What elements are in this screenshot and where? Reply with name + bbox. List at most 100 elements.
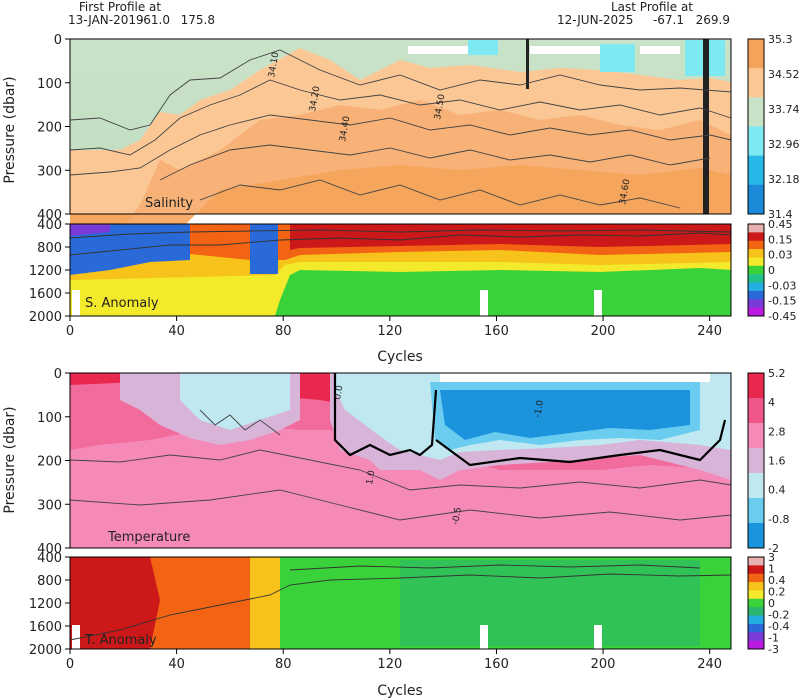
salinity-panel-label: Salinity (145, 196, 193, 211)
t-anomaly-colorbar: 310.40.20-0.2-0.4-1-3 (747, 551, 789, 656)
colorbar-label: -0.4 (768, 620, 789, 633)
colorbar-label: 31.4 (768, 208, 793, 221)
colorbar-label: 5.2 (768, 367, 786, 380)
colorbar-swatch (748, 290, 764, 300)
t-anomaly-panel-label: T. Anomaly (84, 633, 157, 648)
colorbar-swatch (748, 573, 764, 583)
colorbar-swatch (748, 282, 764, 292)
colorbar-label: -0.8 (768, 513, 789, 526)
y-tick-label: 400 (37, 542, 62, 557)
colorbar-swatch (748, 607, 764, 617)
temperature-coldest (440, 390, 690, 440)
y-tick-label: 800 (37, 574, 62, 589)
colorbar-swatch (748, 274, 764, 284)
y-tick-label: 400 (37, 218, 62, 233)
colorbar-swatch (748, 232, 764, 242)
salinity-gap-1 (408, 46, 468, 54)
colorbar-swatch (748, 184, 764, 215)
y-tick-label: 400 (37, 208, 62, 223)
last-profile-date: 12-JUN-2025 (557, 13, 633, 27)
temperature-y-axis-label: Pressure (dbar) (2, 406, 18, 513)
s-anomaly-y-axis: 400 800 1200 1600 2000 (29, 218, 70, 325)
salinity-contour-label: 34.20 (308, 85, 322, 112)
y-tick-label: 1600 (29, 287, 62, 302)
colorbar-swatch (748, 565, 764, 575)
colorbar-swatch (748, 373, 764, 399)
t-anomaly-gap-3 (594, 625, 602, 649)
x-tick-label: 0 (66, 657, 74, 672)
header-last-profile: Last Profile at 12-JUN-2025 -67.1 269.9 (557, 0, 730, 27)
colorbar-swatch (748, 39, 764, 69)
salinity-contour-label: 34.50 (433, 93, 447, 120)
colorbar-swatch (748, 155, 764, 186)
x-tick-label: 40 (168, 657, 185, 672)
colorbar-swatch (748, 590, 764, 600)
salinity-contour-labels: 34.10 34.50 34.60 34.40 34.20 (267, 51, 632, 205)
colorbar-label: 33.74 (768, 103, 800, 116)
first-profile-label: First Profile at (79, 0, 162, 14)
x-tick-label: 160 (484, 657, 509, 672)
salinity-contour-label: 34.60 (618, 178, 632, 205)
colorbar-swatch (748, 257, 764, 267)
s-anomaly-blue-patch (250, 224, 278, 274)
s-anomaly-purple (70, 224, 110, 236)
salinity-fresh-patch-1 (468, 40, 498, 55)
t-anomaly-y-axis: 400 800 1200 1600 2000 (29, 551, 70, 658)
colorbar-swatch (748, 640, 764, 650)
colorbar-swatch (748, 615, 764, 625)
colorbar-label: 0 (768, 597, 775, 610)
colorbar-swatch (748, 598, 764, 608)
t-anomaly-red (70, 557, 160, 649)
colorbar-label: 0.45 (768, 218, 793, 231)
temperature-y-axis: 0 100 200 300 400 (37, 367, 70, 557)
salinity-field-deepest (70, 165, 731, 300)
y-tick-label: 400 (37, 551, 62, 566)
s-anomaly-contours (69, 229, 732, 256)
colorbar-label: 2.8 (768, 425, 786, 438)
x-tick-label: 80 (275, 324, 292, 339)
temperature-contour-label: 1.0 (365, 469, 377, 485)
y-tick-label: 200 (37, 455, 62, 470)
t-anomaly-contours (69, 564, 732, 641)
salinity-panel: 34.10 34.50 34.60 34.40 34.20 Salinity 0… (2, 33, 800, 300)
colorbar-label: 34.52 (768, 68, 800, 81)
colorbar-label: 1 (768, 563, 775, 576)
s-anomaly-panel-label: S. Anomaly (85, 296, 159, 311)
temperature-panel: 0.0 1.0 -1.0 -0.5 Temperature 0 100 200 300… (2, 367, 789, 557)
colorbar-label: 35.3 (768, 33, 793, 46)
temperature-contour-labels: 0.0 1.0 -1.0 -0.5 (333, 384, 546, 525)
colorbar-swatch (748, 68, 764, 98)
last-profile-lon: 269.9 (696, 13, 730, 27)
x-tick-label: 80 (275, 657, 292, 672)
colorbar-label: 0.2 (768, 586, 786, 599)
colorbar-swatch (748, 632, 764, 642)
y-tick-label: 100 (37, 411, 62, 426)
colorbar-label: 0 (768, 264, 775, 277)
temperature-cool-patch-2 (180, 373, 290, 430)
colorbar-label: 4 (768, 396, 775, 409)
colorbar-frame (747, 223, 765, 317)
colorbar-label: 0.03 (768, 249, 793, 262)
x-tick-label: 240 (697, 324, 722, 339)
temperature-contour-label: -1.0 (533, 399, 546, 418)
x-tick-label: 200 (591, 324, 616, 339)
y-tick-label: 2000 (29, 310, 62, 325)
colorbar-swatch (748, 473, 764, 499)
salinity-contour-label: 34.40 (338, 115, 352, 142)
y-tick-label: 300 (37, 164, 62, 179)
x-tick-label: 240 (697, 657, 722, 672)
y-tick-label: 300 (37, 498, 62, 513)
s-anomaly-x-axis: 0 40 80 120 160 200 240 (66, 316, 722, 339)
colorbar-swatch (748, 448, 764, 474)
y-tick-label: 100 (37, 77, 62, 92)
colorbar-swatch (748, 224, 764, 233)
s-anomaly-blue (70, 224, 190, 275)
temperature-contour-label: 0.0 (333, 384, 345, 400)
temperature-contour-label: -0.5 (451, 506, 464, 525)
colorbar-swatch (748, 265, 764, 275)
colorbar-swatch (748, 240, 764, 250)
t-anomaly-teal-region (400, 560, 700, 646)
colorbar-label: -1 (768, 632, 779, 645)
